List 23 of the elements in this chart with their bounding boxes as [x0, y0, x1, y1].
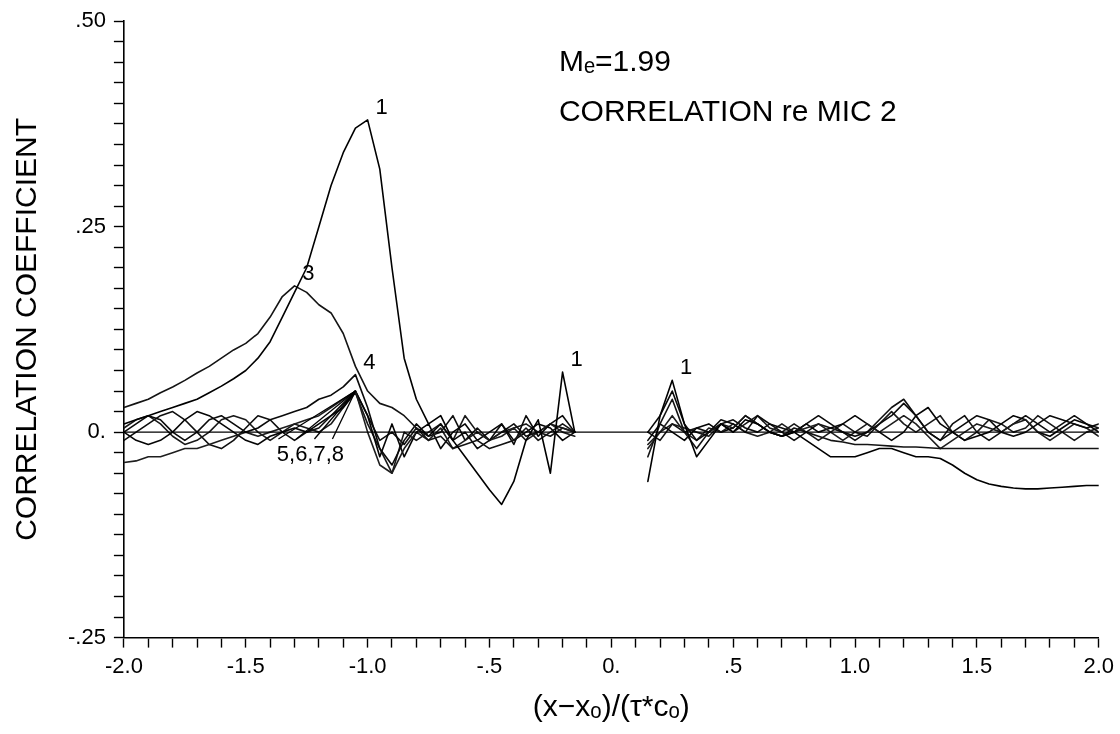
x-tick-label: -.5 [476, 652, 503, 678]
y-axis-title: CORRELATION COEFFICIENT [9, 117, 43, 541]
x-tick-label: 1.5 [961, 652, 993, 678]
annotation: 4 [363, 348, 376, 374]
annotation: 1 [375, 93, 388, 119]
annotation: 5,6,7,8 [276, 441, 345, 467]
x-tick-label: 2.0 [1083, 652, 1115, 678]
x-tick-label: -1.0 [348, 652, 387, 678]
text: CORRELATION re MIC 2 [558, 94, 897, 128]
y-tick-label: .25 [75, 212, 106, 238]
x-tick-label: 0. [602, 652, 621, 678]
x-axis-title: (x−xₒ)/(τ*cₒ) [532, 689, 690, 723]
y-tick-label: -.25 [67, 623, 106, 649]
x-tick-label: 1.0 [839, 652, 871, 678]
x-tick-label: .5 [723, 652, 743, 678]
annotation: 1 [570, 346, 583, 372]
annotation: 3 [302, 259, 315, 285]
annotation: 1 [680, 354, 693, 380]
y-tick-label: 0. [87, 418, 106, 444]
y-tick-label: .50 [75, 7, 106, 33]
x-tick-label: -1.5 [226, 652, 265, 678]
text: Mₑ=1.99 [558, 44, 671, 78]
x-tick-label: -2.0 [104, 652, 143, 678]
